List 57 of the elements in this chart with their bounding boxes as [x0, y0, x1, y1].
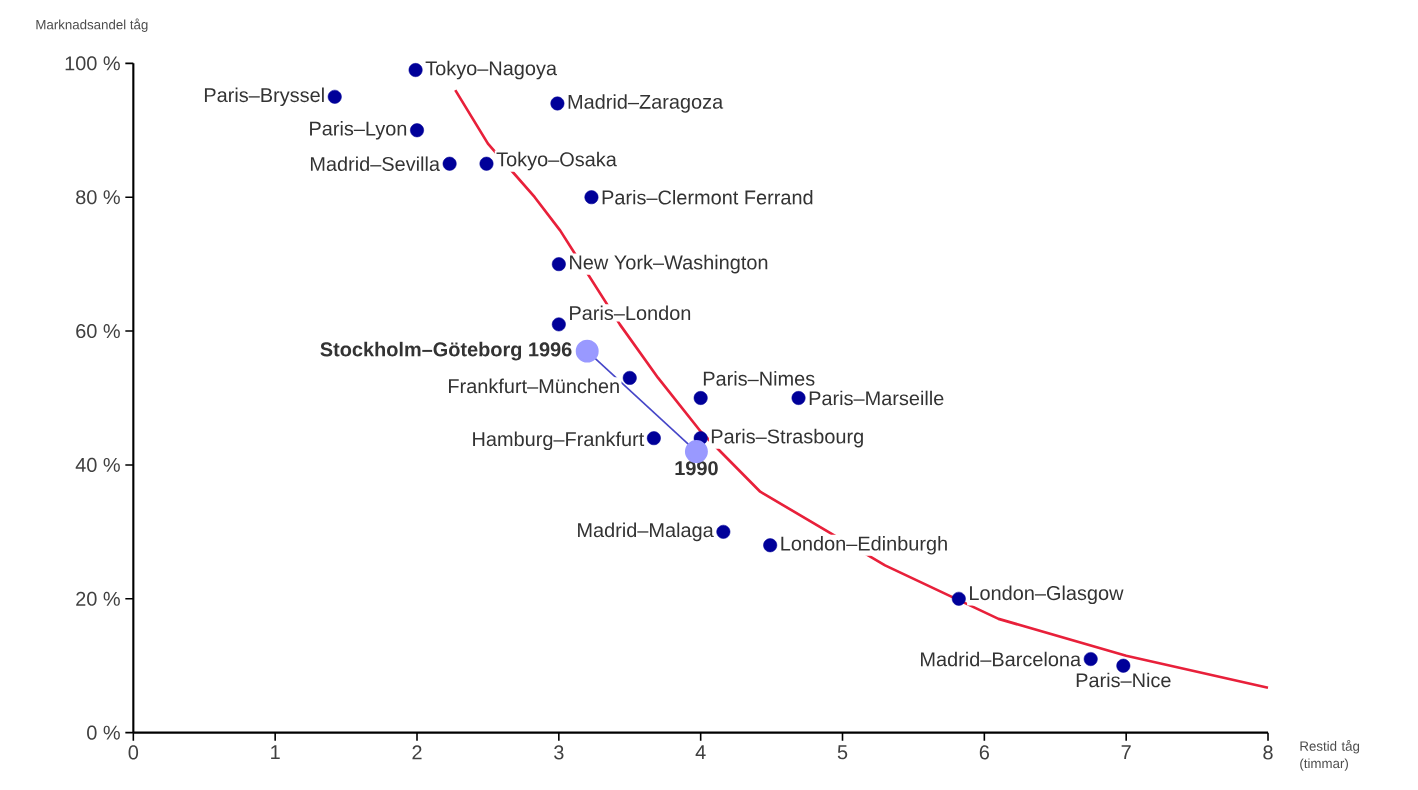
point [693, 391, 708, 405]
annotation: Madrid–Barcelona [921, 651, 1082, 667]
point [550, 96, 565, 111]
x-tick-label: 5 [837, 745, 848, 760]
annotation: Madrid–Zaragoza [568, 94, 724, 113]
point [1083, 652, 1098, 666]
point [716, 524, 731, 539]
annotation: Madrid–Malaga [578, 522, 714, 542]
annotation: Paris–Strasbourg [711, 428, 863, 448]
y-tick-label: 60 % [76, 324, 120, 339]
point [551, 317, 566, 332]
y-tick-label: 100 % [65, 56, 120, 71]
annotation: Paris–Nimes [703, 371, 815, 386]
point [951, 591, 966, 606]
x-tick-label: 1 [271, 745, 280, 760]
point [763, 538, 778, 553]
x-tick-label: 3 [554, 745, 564, 760]
point [551, 257, 566, 272]
annotation: 1990 [675, 461, 718, 476]
x-tick-label: 2 [412, 745, 422, 760]
annotation: London–Edinburgh [781, 535, 947, 555]
point [622, 370, 637, 385]
annotation: Stockholm–Göteborg 1996 [320, 341, 572, 361]
x-axis-title: Restid tåg (timmar) [1300, 740, 1360, 771]
annotation: London–Glasgow [970, 585, 1124, 605]
annotation: Paris–Bryssel [204, 87, 324, 107]
x-tick-label: 7 [1121, 745, 1131, 760]
point [646, 431, 661, 446]
annotation: Paris–Nice [1076, 672, 1171, 688]
x-tick-label: 0 [128, 745, 139, 760]
x-tick-label: 4 [695, 745, 706, 760]
point [584, 190, 599, 205]
x-tick-label: 6 [979, 745, 990, 760]
y-tick-label: 40 % [75, 457, 120, 472]
annotation: Hamburg–Frankfurt [473, 431, 645, 451]
annotation: Paris–Marseille [809, 390, 944, 406]
annotation: Madrid–Sevilla [310, 156, 440, 172]
annotation: Tokyo–Osaka [496, 151, 617, 171]
y-tick-label: 0 % [87, 725, 120, 740]
annotation: Paris–London [570, 305, 691, 321]
point [1116, 658, 1131, 673]
point [410, 123, 424, 138]
annotation: Paris–Clermont Ferrand [602, 189, 813, 205]
annotation: Paris–Lyon [310, 120, 407, 140]
y-tick-label: 20 % [76, 591, 120, 606]
point [408, 63, 423, 77]
annotation: Tokyo–Nagoya [425, 60, 557, 80]
annotation: New York–Washington [570, 254, 768, 274]
point [575, 339, 599, 363]
x-tick-label: 8 [1263, 745, 1273, 760]
annotation: Frankfurt–München [449, 378, 619, 394]
point [479, 156, 494, 171]
y-axis-title: Marknadsandel tåg [36, 18, 148, 32]
point [327, 89, 342, 104]
y-tick-label: 80 % [76, 190, 120, 205]
point [791, 391, 806, 405]
point [442, 156, 457, 171]
